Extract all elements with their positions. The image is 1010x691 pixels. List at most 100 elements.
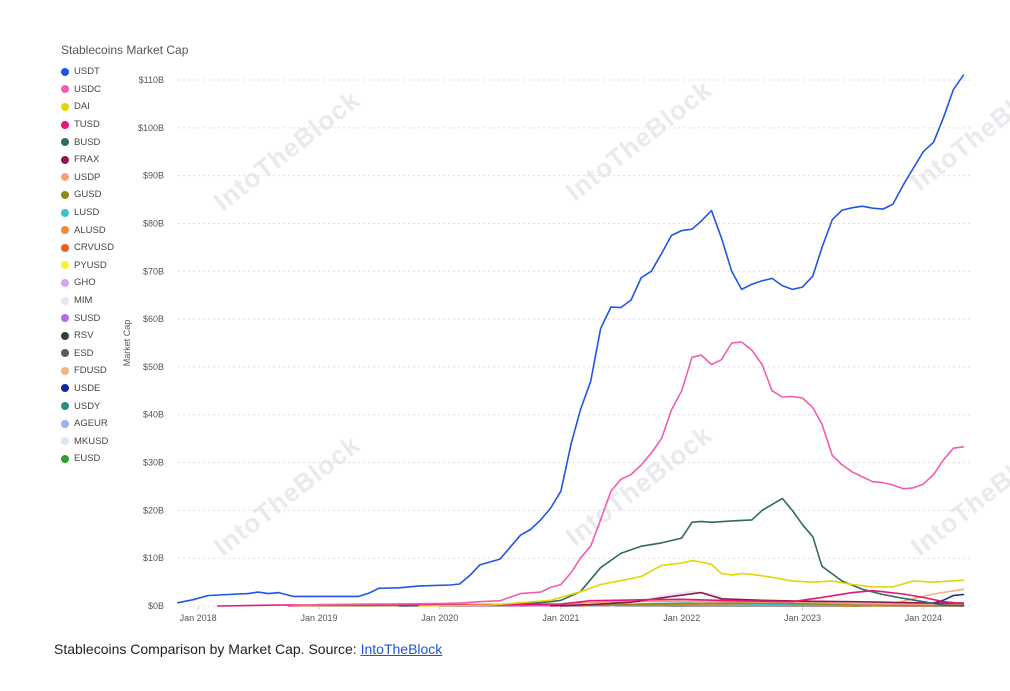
legend-item-dai[interactable]: DAI xyxy=(61,98,114,116)
legend-swatch xyxy=(61,173,69,182)
legend-swatch xyxy=(61,296,69,305)
legend-swatch xyxy=(61,278,69,287)
legend-swatch xyxy=(61,226,69,235)
legend-label: RSV xyxy=(74,330,94,342)
legend-swatch xyxy=(61,384,69,393)
y-tick-label: $20B xyxy=(143,505,164,515)
source-link[interactable]: IntoTheBlock xyxy=(360,641,443,657)
x-tick-label: Jan 2024 xyxy=(905,613,942,623)
x-tick-label: Jan 2022 xyxy=(663,613,700,623)
x-tick-label: Jan 2020 xyxy=(421,613,458,623)
y-tick-label: $30B xyxy=(143,458,164,468)
legend-item-esd[interactable]: ESD xyxy=(61,345,114,363)
legend-label: EUSD xyxy=(74,453,101,465)
legend-label: MIM xyxy=(74,295,93,307)
series-line-usdc xyxy=(287,341,965,607)
legend-label: CRVUSD xyxy=(74,242,114,254)
legend-item-gho[interactable]: GHO xyxy=(61,274,114,292)
legend-swatch xyxy=(61,67,69,76)
legend-label: SUSD xyxy=(74,312,101,324)
legend-label: USDT xyxy=(74,66,100,78)
legend-label: ALUSD xyxy=(74,224,106,236)
x-tick-label: Jan 2021 xyxy=(542,613,579,623)
legend-item-ageur[interactable]: AGEUR xyxy=(61,415,114,433)
legend-item-mkusd[interactable]: MKUSD xyxy=(61,432,114,450)
caption-text: Stablecoins Comparison by Market Cap. So… xyxy=(54,641,361,657)
legend-swatch xyxy=(61,402,69,411)
legend-item-usdp[interactable]: USDP xyxy=(61,169,114,187)
legend-item-mim[interactable]: MIM xyxy=(61,292,114,310)
y-tick-label: $60B xyxy=(143,314,164,324)
y-tick-label: $90B xyxy=(143,171,164,181)
legend-label: LUSD xyxy=(74,207,100,219)
legend-swatch xyxy=(61,419,69,428)
y-axis-label: Market Cap xyxy=(122,320,132,367)
legend-swatch xyxy=(61,190,69,199)
legend-item-usdc[interactable]: USDC xyxy=(61,81,114,99)
legend-label: FDUSD xyxy=(74,365,107,377)
line-chart: $0B $10B $20B $30B $40B $50B $60B $70B $80B $90B $… xyxy=(122,74,973,623)
y-tick-label: $0B xyxy=(148,601,164,611)
legend-label: GUSD xyxy=(74,189,102,201)
legend-item-eusd[interactable]: EUSD xyxy=(61,450,114,468)
y-tick-label: $50B xyxy=(143,362,164,372)
chart-legend: USDT USDC DAI TUSD BUSD FRAX USDP GUSD LUSD ALUSD… xyxy=(61,63,114,468)
legend-item-busd[interactable]: BUSD xyxy=(61,133,114,151)
legend-label: GHO xyxy=(74,277,96,289)
legend-item-pyusd[interactable]: PYUSD xyxy=(61,257,114,275)
chart-title: Stablecoins Market Cap xyxy=(61,43,189,57)
legend-label: DAI xyxy=(74,101,90,113)
legend-item-crvusd[interactable]: CRVUSD xyxy=(61,239,114,257)
legend-swatch xyxy=(61,85,69,94)
legend-swatch xyxy=(61,155,69,164)
legend-swatch xyxy=(61,261,69,270)
legend-label: AGEUR xyxy=(74,418,108,430)
x-tick-label: Jan 2019 xyxy=(300,613,337,623)
legend-label: MKUSD xyxy=(74,435,109,447)
legend-label: PYUSD xyxy=(74,259,107,271)
legend-label: USDY xyxy=(74,400,101,412)
legend-swatch xyxy=(61,314,69,323)
legend-item-lusd[interactable]: LUSD xyxy=(61,204,114,222)
legend-item-usdy[interactable]: USDY xyxy=(61,397,114,415)
legend-swatch xyxy=(61,437,69,446)
x-tick-label: Jan 2018 xyxy=(180,613,217,623)
legend-item-tusd[interactable]: TUSD xyxy=(61,116,114,134)
y-tick-label: $70B xyxy=(143,266,164,276)
legend-item-gusd[interactable]: GUSD xyxy=(61,186,114,204)
legend-label: USDE xyxy=(74,382,101,394)
legend-item-frax[interactable]: FRAX xyxy=(61,151,114,169)
series-line-usdt xyxy=(177,74,965,604)
series-line-dai xyxy=(418,559,965,607)
y-tick-label: $10B xyxy=(143,553,164,563)
legend-swatch xyxy=(61,138,69,147)
legend-item-alusd[interactable]: ALUSD xyxy=(61,221,114,239)
legend-label: TUSD xyxy=(74,119,100,131)
legend-label: USDC xyxy=(74,83,101,95)
y-tick-label: $80B xyxy=(143,218,164,228)
legend-swatch xyxy=(61,243,69,252)
legend-label: BUSD xyxy=(74,136,101,148)
legend-item-susd[interactable]: SUSD xyxy=(61,309,114,327)
y-tick-label: $40B xyxy=(143,410,164,420)
y-tick-label: $110B xyxy=(139,75,164,85)
y-tick-label: $100B xyxy=(138,123,164,133)
legend-item-fdusd[interactable]: FDUSD xyxy=(61,362,114,380)
series-line-frax xyxy=(549,591,965,607)
figure-caption: Stablecoins Comparison by Market Cap. So… xyxy=(54,641,442,657)
legend-swatch xyxy=(61,366,69,375)
legend-swatch xyxy=(61,331,69,340)
legend-label: ESD xyxy=(74,347,94,359)
series-line-busd xyxy=(398,497,965,607)
chart-figure: Stablecoins Market Cap USDT USDC DAI TUSD BU… xyxy=(61,43,1010,623)
legend-swatch xyxy=(61,120,69,129)
legend-swatch xyxy=(61,454,69,463)
legend-swatch xyxy=(61,208,69,217)
legend-item-usde[interactable]: USDE xyxy=(61,380,114,398)
legend-item-rsv[interactable]: RSV xyxy=(61,327,114,345)
legend-label: USDP xyxy=(74,171,101,183)
legend-label: FRAX xyxy=(74,154,100,166)
legend-item-usdt[interactable]: USDT xyxy=(61,63,114,81)
legend-swatch xyxy=(61,349,69,358)
legend-swatch xyxy=(61,102,69,111)
